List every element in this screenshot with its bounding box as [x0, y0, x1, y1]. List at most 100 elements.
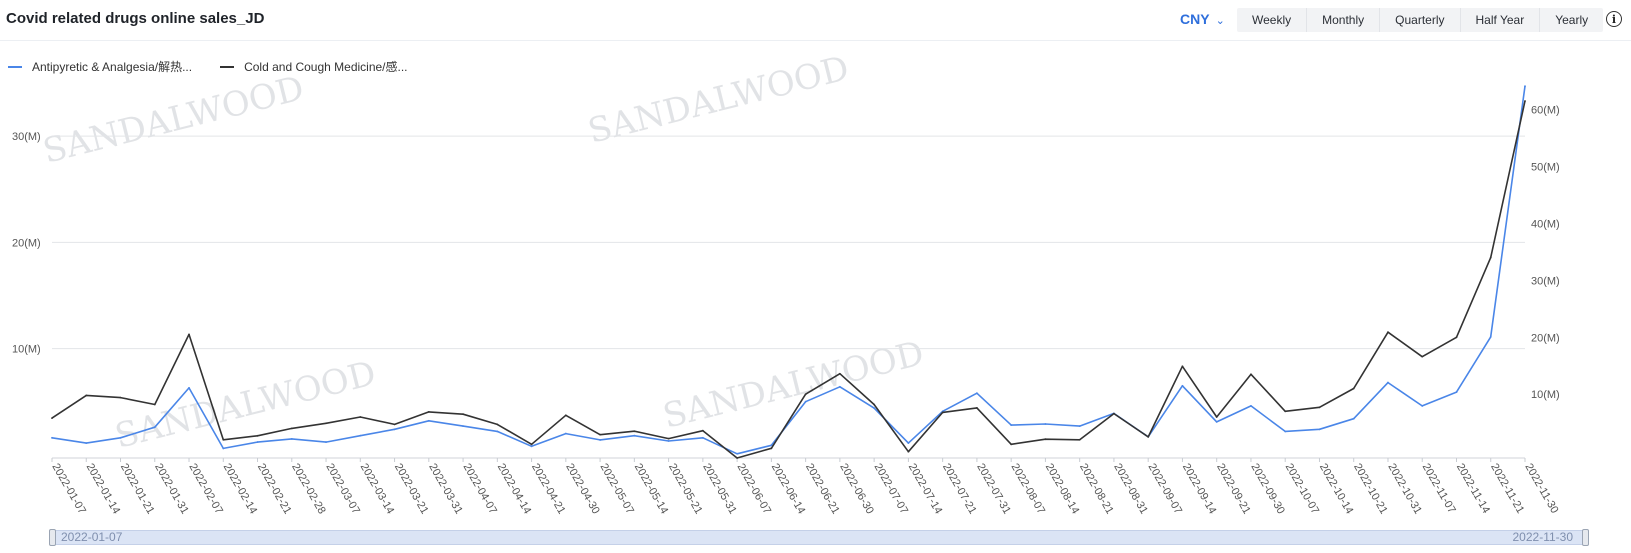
data-point	[873, 403, 876, 406]
x-tick-label: 2022-10-14	[1317, 462, 1356, 517]
x-tick-label: 2022-03-07	[323, 462, 362, 517]
y-right-tick-label: 30(M)	[1531, 275, 1560, 287]
slider-handle-start[interactable]	[49, 529, 56, 546]
data-point	[85, 442, 88, 445]
data-point	[1181, 384, 1184, 387]
data-point	[804, 400, 807, 403]
date-range-slider[interactable]: 2022-01-07 2022-11-30	[49, 529, 1589, 546]
tab-quarterly[interactable]: Quarterly	[1380, 8, 1461, 32]
data-point	[462, 425, 464, 428]
legend-label: Cold and Cough Medicine/感...	[244, 60, 408, 74]
page-title: Covid related drugs online sales_JD	[6, 10, 265, 27]
x-tick-label: 2022-10-31	[1385, 462, 1424, 517]
x-tick-label: 2022-03-31	[426, 462, 465, 517]
y-right-tick-label: 60(M)	[1531, 105, 1560, 117]
x-tick-label: 2022-10-07	[1283, 462, 1322, 517]
legend-item-cold-cough[interactable]: Cold and Cough Medicine/感...	[220, 58, 408, 75]
data-point	[462, 413, 464, 416]
x-tick-label: 2022-09-14	[1180, 462, 1219, 517]
x-tick-label: 2022-10-21	[1351, 462, 1390, 517]
currency-select[interactable]: CNY ⌄	[1180, 11, 1225, 27]
x-tick-label: 2022-07-07	[872, 462, 911, 517]
data-point	[1284, 430, 1287, 433]
data-point	[804, 393, 807, 396]
data-point	[1352, 417, 1355, 420]
data-point	[599, 433, 601, 436]
data-point	[1010, 443, 1013, 446]
x-tick-label: 2022-02-21	[255, 462, 294, 517]
data-point	[1318, 406, 1321, 409]
x-tick-label: 2022-08-14	[1043, 462, 1082, 517]
data-point	[1250, 373, 1252, 376]
data-point	[1215, 416, 1218, 418]
data-point	[496, 430, 499, 433]
x-tick-label: 2022-08-31	[1111, 462, 1150, 517]
data-point	[564, 414, 567, 417]
data-point	[564, 432, 567, 435]
x-tick-label: 2022-08-21	[1077, 462, 1116, 517]
data-point	[119, 396, 122, 399]
data-point	[222, 447, 225, 450]
data-point	[976, 406, 978, 409]
data-point	[359, 434, 362, 437]
x-tick-label: 2022-07-31	[974, 462, 1013, 517]
x-tick-label: 2022-04-14	[495, 462, 534, 517]
data-point	[736, 452, 739, 455]
data-point	[1524, 85, 1526, 88]
x-tick-label: 2022-07-21	[940, 462, 979, 517]
y-left-tick-label: 10(M)	[12, 344, 41, 356]
data-point	[907, 450, 910, 453]
data-point	[701, 436, 704, 439]
tab-yearly[interactable]: Yearly	[1555, 13, 1589, 27]
data-point	[736, 457, 739, 459]
data-point	[976, 392, 978, 395]
data-point	[325, 441, 327, 443]
slider-start-label: 2022-01-07	[61, 530, 123, 544]
data-point	[1489, 335, 1492, 338]
x-tick-label: 2022-02-07	[186, 462, 225, 517]
series-line-antipyretic	[51, 85, 1526, 455]
period-tabs: Weekly Monthly Quarterly Half Year Yearl…	[1237, 8, 1604, 32]
data-point	[1318, 428, 1321, 431]
data-point	[427, 410, 430, 413]
x-tick-label: 2022-11-07	[1420, 462, 1458, 516]
tab-monthly[interactable]: Monthly	[1307, 8, 1381, 32]
data-point	[222, 438, 225, 441]
x-tick-label: 2022-01-14	[84, 462, 123, 517]
y-right-tick-label: 20(M)	[1531, 332, 1560, 344]
x-tick-label: 2022-03-14	[358, 462, 397, 517]
x-tick-label: 2022-09-21	[1214, 462, 1253, 517]
data-point	[701, 429, 704, 432]
chart-header: Covid related drugs online sales_JD CNY ⌄…	[0, 0, 1631, 41]
x-tick-label: 2022-06-07	[735, 462, 774, 517]
y-right-tick-label: 50(M)	[1531, 161, 1560, 173]
x-tick-label: 2022-04-21	[529, 462, 568, 517]
slider-handle-end[interactable]	[1582, 529, 1589, 546]
x-tick-label: 2022-02-14	[221, 462, 260, 517]
tab-weekly[interactable]: Weekly	[1237, 8, 1308, 32]
x-tick-label: 2022-04-30	[563, 462, 602, 517]
data-point	[427, 419, 430, 422]
data-point	[1524, 100, 1526, 102]
data-point	[838, 385, 841, 388]
slider-end-label: 2022-11-30	[1512, 530, 1574, 544]
data-point	[1421, 355, 1424, 358]
x-tick-label: 2022-06-14	[769, 462, 808, 517]
y-left-tick-label: 20(M)	[12, 237, 41, 249]
tab-half-year[interactable]: Half Year	[1461, 8, 1541, 32]
legend-item-antipyretic[interactable]: Antipyretic & Analgesia/解热...	[8, 58, 192, 75]
x-tick-label: 2022-11-21	[1488, 462, 1526, 516]
legend-label: Antipyretic & Analgesia/解热...	[32, 60, 193, 74]
x-tick-label: 2022-11-14	[1454, 462, 1492, 516]
data-point	[153, 403, 156, 406]
data-point	[1284, 410, 1287, 413]
data-point	[1044, 423, 1047, 425]
data-point	[530, 445, 533, 448]
x-tick-label: 2022-08-07	[1009, 462, 1048, 517]
x-tick-label: 2022-07-14	[906, 462, 945, 517]
data-point	[1147, 436, 1150, 438]
y-right-tick-label: 40(M)	[1531, 218, 1560, 230]
data-point	[51, 436, 53, 439]
info-icon[interactable]: i	[1606, 11, 1622, 27]
